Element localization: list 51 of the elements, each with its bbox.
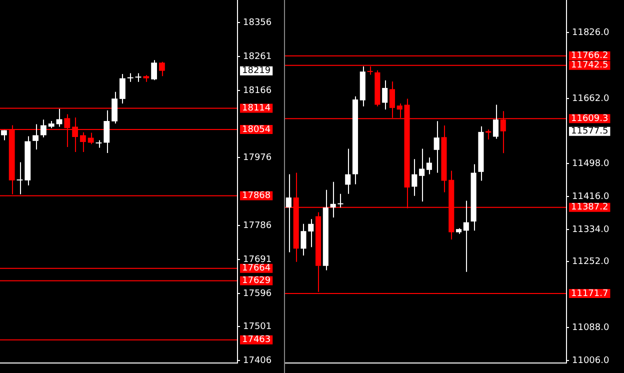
text: 18219 <box>242 66 271 76</box>
candlestick <box>492 104 499 140</box>
y-tick-label: 11334.0 <box>572 224 610 235</box>
candlestick <box>32 124 39 150</box>
candlestick <box>104 110 110 154</box>
candlestick <box>345 148 351 194</box>
y-tick-label: 17501 <box>243 322 272 332</box>
ref-line-label: 17463 <box>242 335 271 346</box>
candlestick <box>151 60 158 81</box>
ref-line-label: 17629 <box>242 276 271 286</box>
y-tick-label: 18166 <box>243 86 272 96</box>
y-tick-label: 11498.0 <box>572 158 610 169</box>
ref-line-label: 17868 <box>242 191 271 202</box>
candlestick <box>434 120 440 174</box>
ref-line-label: 11387.2 <box>571 202 608 213</box>
candlestick <box>426 157 432 175</box>
candlestick <box>112 91 118 124</box>
ref-line-label: 11609.3 <box>571 114 608 124</box>
y-tick-label: 11416.0 <box>572 192 610 202</box>
y-tick-label: 11252.0 <box>572 256 610 267</box>
candlestick <box>119 74 126 104</box>
text: 11577.5 <box>571 126 608 137</box>
candlestick <box>80 132 86 152</box>
ref-line-label: 18054 <box>242 124 271 135</box>
candlestick <box>419 148 425 202</box>
candlestick <box>16 162 23 195</box>
candlestick <box>486 129 492 140</box>
ref-line-label: 11742.5 <box>571 60 608 71</box>
y-tick-label: 11006.0 <box>572 356 610 366</box>
y-tick-label: 17786 <box>243 220 272 231</box>
candlestick <box>56 108 62 128</box>
y-tick-label: 11826.0 <box>572 28 610 38</box>
ref-line-label: 18114 <box>242 104 271 114</box>
y-tick-label: 11662.0 <box>572 94 610 104</box>
candlestick <box>88 132 94 145</box>
candlestick <box>382 80 388 110</box>
ref-line-label: 11171.7 <box>571 288 608 299</box>
y-tick-label: 18261 <box>243 52 272 62</box>
candlestick <box>412 158 418 196</box>
y-tick-label: 11088.0 <box>572 322 610 333</box>
ref-line-label: 11766.2 <box>571 51 608 62</box>
candlestick <box>40 119 46 138</box>
y-tick-label: 17976 <box>243 152 272 163</box>
candlestick <box>286 174 292 253</box>
y-tick-label: 17691 <box>243 254 272 265</box>
y-tick-label: 17596 <box>243 288 272 299</box>
candlestick <box>158 61 165 77</box>
y-tick-label: 17406 <box>243 356 272 366</box>
y-tick-label: 18356 <box>243 18 272 28</box>
ref-line-label: 17664 <box>242 264 271 274</box>
candlestick <box>463 200 469 272</box>
